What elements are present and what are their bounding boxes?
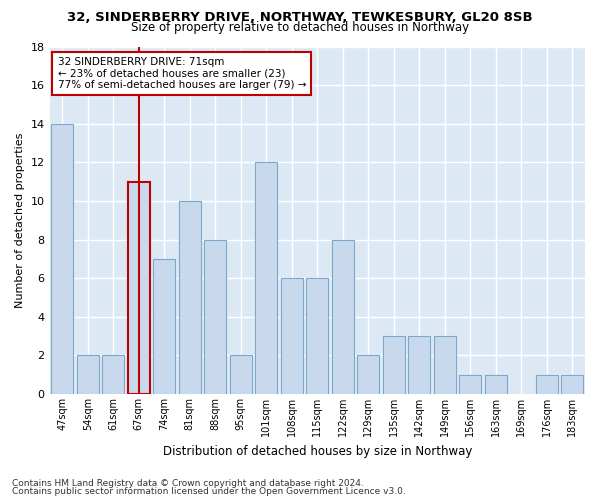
Bar [383, 336, 404, 394]
Bar [434, 336, 455, 394]
Bar [562, 374, 583, 394]
Bar [281, 278, 302, 394]
Bar [536, 374, 557, 394]
Bar [358, 356, 379, 394]
Bar [128, 182, 149, 394]
Bar [307, 278, 328, 394]
X-axis label: Distribution of detached houses by size in Northway: Distribution of detached houses by size … [163, 444, 472, 458]
Bar [77, 356, 98, 394]
Bar [103, 356, 124, 394]
Bar [256, 162, 277, 394]
Text: 32 SINDERBERRY DRIVE: 71sqm
← 23% of detached houses are smaller (23)
77% of sem: 32 SINDERBERRY DRIVE: 71sqm ← 23% of det… [58, 57, 306, 90]
Bar [179, 201, 200, 394]
Bar [332, 240, 353, 394]
Text: 32, SINDERBERRY DRIVE, NORTHWAY, TEWKESBURY, GL20 8SB: 32, SINDERBERRY DRIVE, NORTHWAY, TEWKESB… [67, 11, 533, 24]
Bar [52, 124, 73, 394]
Text: Contains public sector information licensed under the Open Government Licence v3: Contains public sector information licen… [12, 487, 406, 496]
Bar [485, 374, 506, 394]
Bar [230, 356, 251, 394]
Text: Size of property relative to detached houses in Northway: Size of property relative to detached ho… [131, 22, 469, 35]
Text: Contains HM Land Registry data © Crown copyright and database right 2024.: Contains HM Land Registry data © Crown c… [12, 480, 364, 488]
Bar [409, 336, 430, 394]
Bar [205, 240, 226, 394]
Bar [154, 259, 175, 394]
Bar [460, 374, 481, 394]
Y-axis label: Number of detached properties: Number of detached properties [15, 132, 25, 308]
